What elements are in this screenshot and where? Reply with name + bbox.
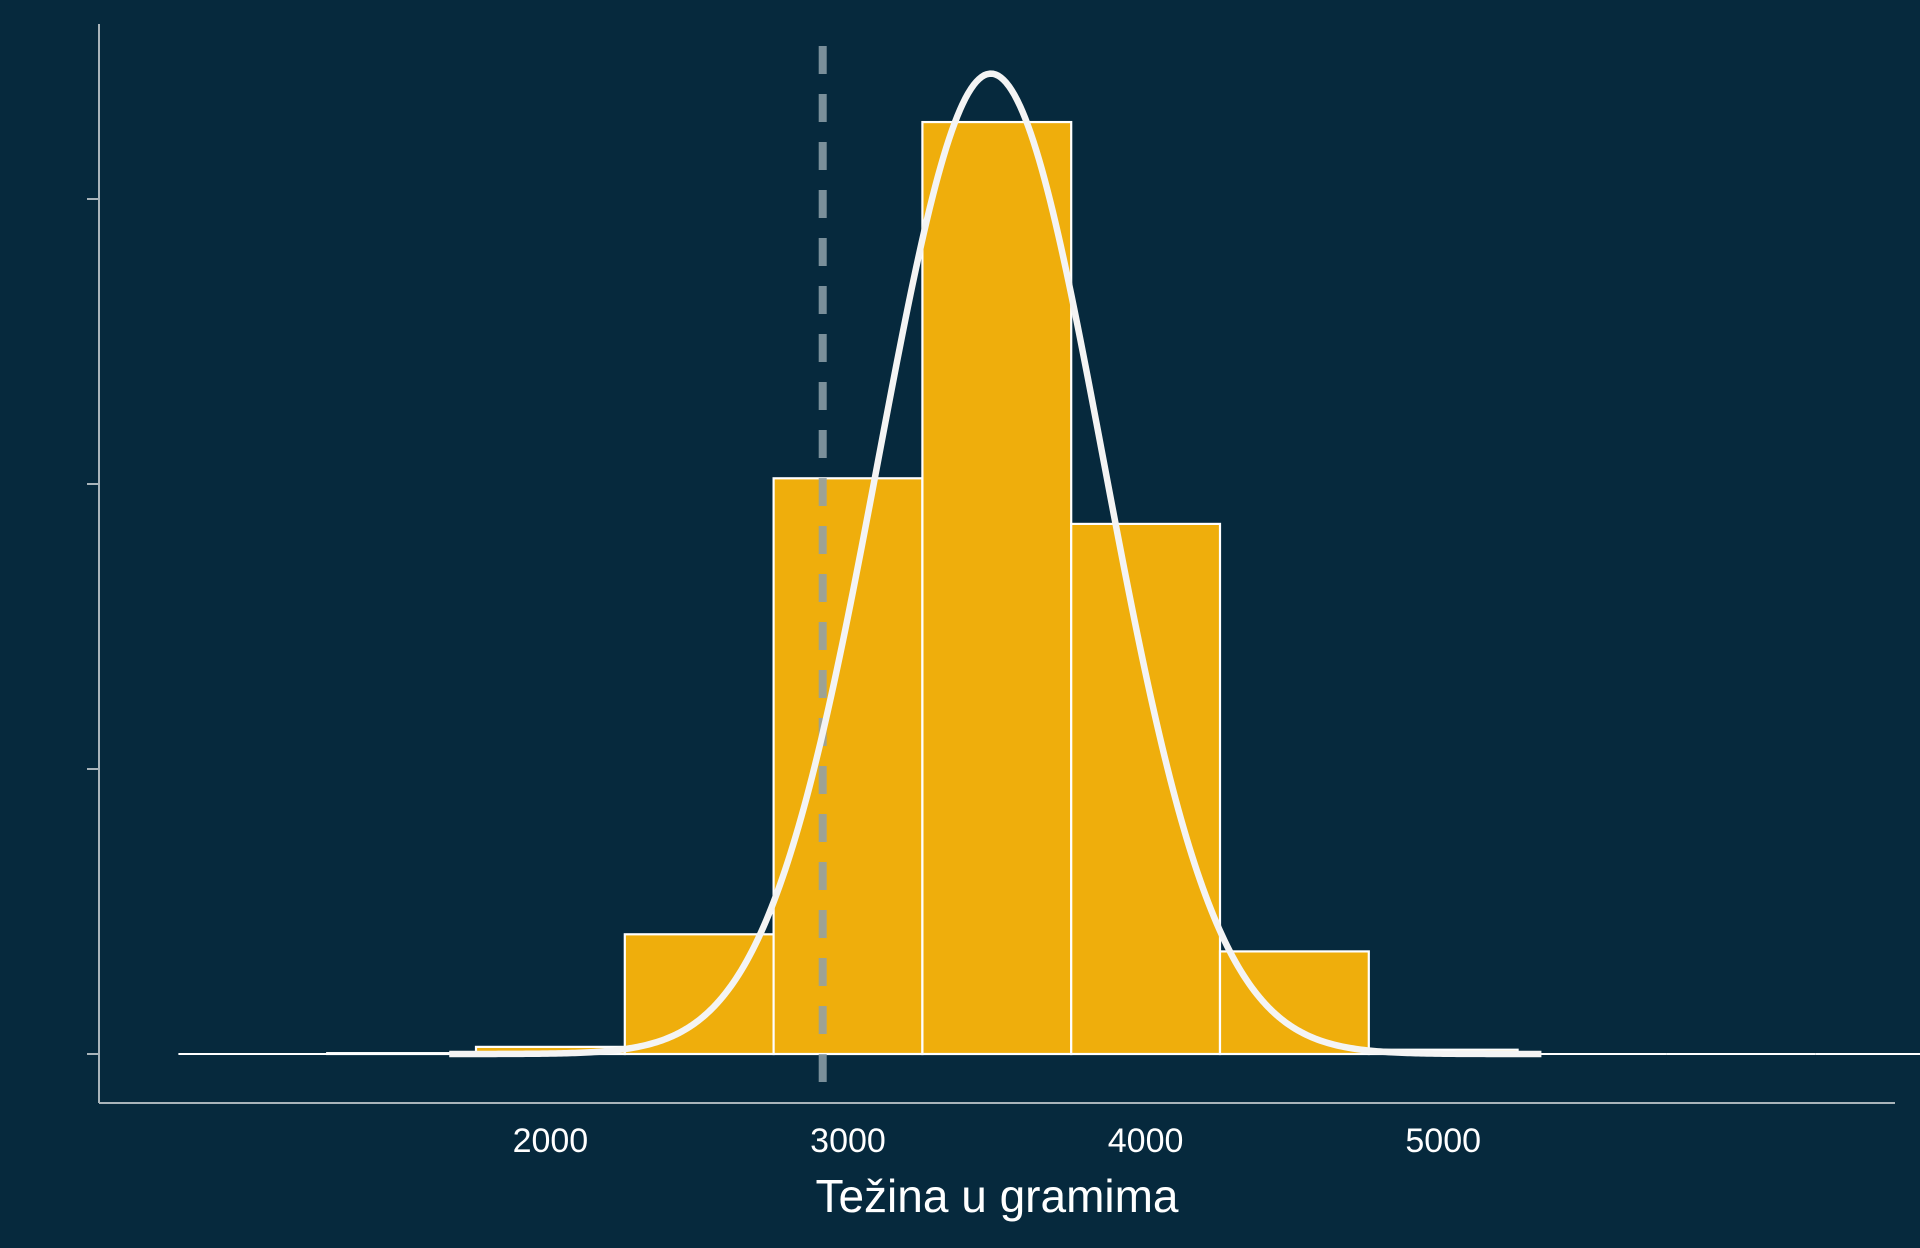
x-tick-label-1: 3000 (810, 1122, 886, 1160)
histogram-bar-7 (1218, 950, 1370, 1056)
x-tick-label-0: 2000 (513, 1122, 589, 1160)
histogram-bar-5 (921, 120, 1073, 1056)
x-axis-ticks: 2000 3000 4000 5000 (513, 1122, 1481, 1160)
normal-curve-layer (448, 70, 1542, 1058)
axes (98, 24, 1895, 1104)
histogram-bars (178, 120, 1920, 1056)
x-tick-label-3: 5000 (1405, 1122, 1481, 1160)
normal-curve (448, 70, 1542, 1058)
x-axis-title: Težina u gramima (815, 1170, 1178, 1222)
y-axis-ticks (87, 198, 99, 1055)
histogram-bar-4 (772, 477, 924, 1056)
histogram-bar-6 (1070, 522, 1222, 1056)
x-tick-label-2: 4000 (1108, 1122, 1184, 1160)
